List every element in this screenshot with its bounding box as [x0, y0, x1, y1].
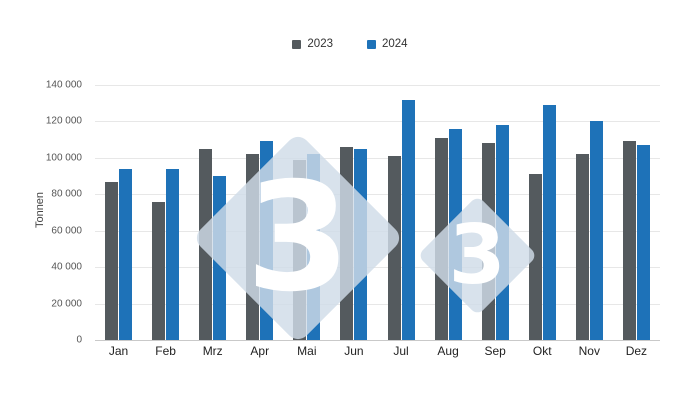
- bar-2023-okt[interactable]: [528, 174, 542, 340]
- legend-swatch-2024: [367, 39, 376, 49]
- bar-group-mrz: [189, 85, 236, 340]
- bar-2024-dez[interactable]: [636, 145, 650, 340]
- bar-2023-nov[interactable]: [575, 154, 589, 340]
- bar-2023-apr[interactable]: [246, 154, 260, 340]
- bar-group-jul: [377, 85, 424, 340]
- gridline: [95, 121, 660, 123]
- bar-group-mai: [283, 85, 330, 340]
- bar-2024-okt[interactable]: [542, 105, 556, 340]
- bar-2024-jul[interactable]: [401, 99, 415, 340]
- bar-2023-dez[interactable]: [622, 141, 636, 340]
- y-tick-label: 100 000: [45, 152, 82, 164]
- bar-group-apr: [236, 85, 283, 340]
- x-axis-label-feb: Feb: [155, 344, 176, 358]
- x-axis-label-jun: Jun: [344, 344, 364, 358]
- x-axis-label-nov: Nov: [578, 344, 600, 358]
- bar-2023-mai[interactable]: [293, 159, 307, 340]
- legend-label-2024: 2024: [382, 38, 408, 50]
- x-axis-label-mai: Mai: [297, 344, 317, 358]
- x-axis-label-apr: Apr: [250, 344, 270, 358]
- legend-label-2023: 2023: [307, 38, 333, 50]
- y-tick-label: 20 000: [51, 298, 82, 310]
- bar-2024-aug[interactable]: [448, 128, 462, 340]
- x-axis-label-jul: Jul: [393, 344, 409, 358]
- bar-group-okt: [519, 85, 566, 340]
- bar-2024-jun[interactable]: [354, 148, 368, 340]
- y-tick-label: 60 000: [51, 225, 82, 237]
- y-axis-tick-labels: 0 20 000 40 000 60 000 80 000 100 000 120 000 1…: [0, 80, 88, 346]
- chart-legend: 2023 2024: [0, 38, 700, 50]
- x-axis-label-sep: Sep: [484, 344, 506, 358]
- bar-group-jan: [95, 85, 142, 340]
- bar-2023-jun[interactable]: [340, 146, 354, 340]
- y-tick-label: 40 000: [51, 261, 82, 273]
- plot-area: [95, 85, 660, 341]
- bar-group-nov: [566, 85, 613, 340]
- bar-2024-apr[interactable]: [260, 141, 274, 340]
- x-axis-label-okt: Okt: [532, 344, 552, 358]
- bar-group-aug: [425, 85, 472, 340]
- bar-2024-jan[interactable]: [119, 168, 133, 340]
- x-axis-label-jan: Jan: [108, 344, 129, 358]
- x-axis-labels: Jan Feb Mrz Apr Mai Jun Jul Aug Sep Okt Nov Dez: [95, 344, 660, 358]
- y-tick-label: 140 000: [45, 79, 82, 91]
- bar-group-sep: [472, 85, 519, 340]
- bar-2024-nov[interactable]: [589, 121, 603, 340]
- bar-2023-jan[interactable]: [105, 181, 119, 340]
- bar-2024-feb[interactable]: [166, 168, 180, 340]
- y-tick-label: 80 000: [51, 188, 82, 200]
- bar-2023-sep[interactable]: [481, 143, 495, 340]
- bar-group-jun: [330, 85, 377, 340]
- bar-2024-mrz[interactable]: [213, 176, 227, 340]
- bar-groups: [95, 85, 660, 340]
- bar-2023-mrz[interactable]: [199, 148, 213, 340]
- bar-2023-aug[interactable]: [434, 137, 448, 340]
- bar-2023-jul[interactable]: [387, 156, 401, 340]
- y-tick-label: 0: [76, 334, 82, 346]
- legend-swatch-2023: [292, 39, 302, 49]
- x-axis-label-dez: Dez: [625, 344, 648, 358]
- legend-item-2023[interactable]: 2023: [292, 38, 333, 50]
- bar-2024-mai[interactable]: [307, 154, 321, 340]
- y-tick-label: 120 000: [45, 115, 82, 127]
- legend-item-2024[interactable]: 2024: [367, 38, 408, 50]
- bar-group-dez: [613, 85, 660, 340]
- x-axis-label-mrz: Mrz: [202, 344, 223, 358]
- gridline: [95, 85, 660, 86]
- bar-group-feb: [142, 85, 189, 340]
- x-axis-label-aug: Aug: [437, 344, 459, 358]
- bar-2023-feb[interactable]: [152, 201, 166, 340]
- bar-2024-sep[interactable]: [495, 125, 509, 340]
